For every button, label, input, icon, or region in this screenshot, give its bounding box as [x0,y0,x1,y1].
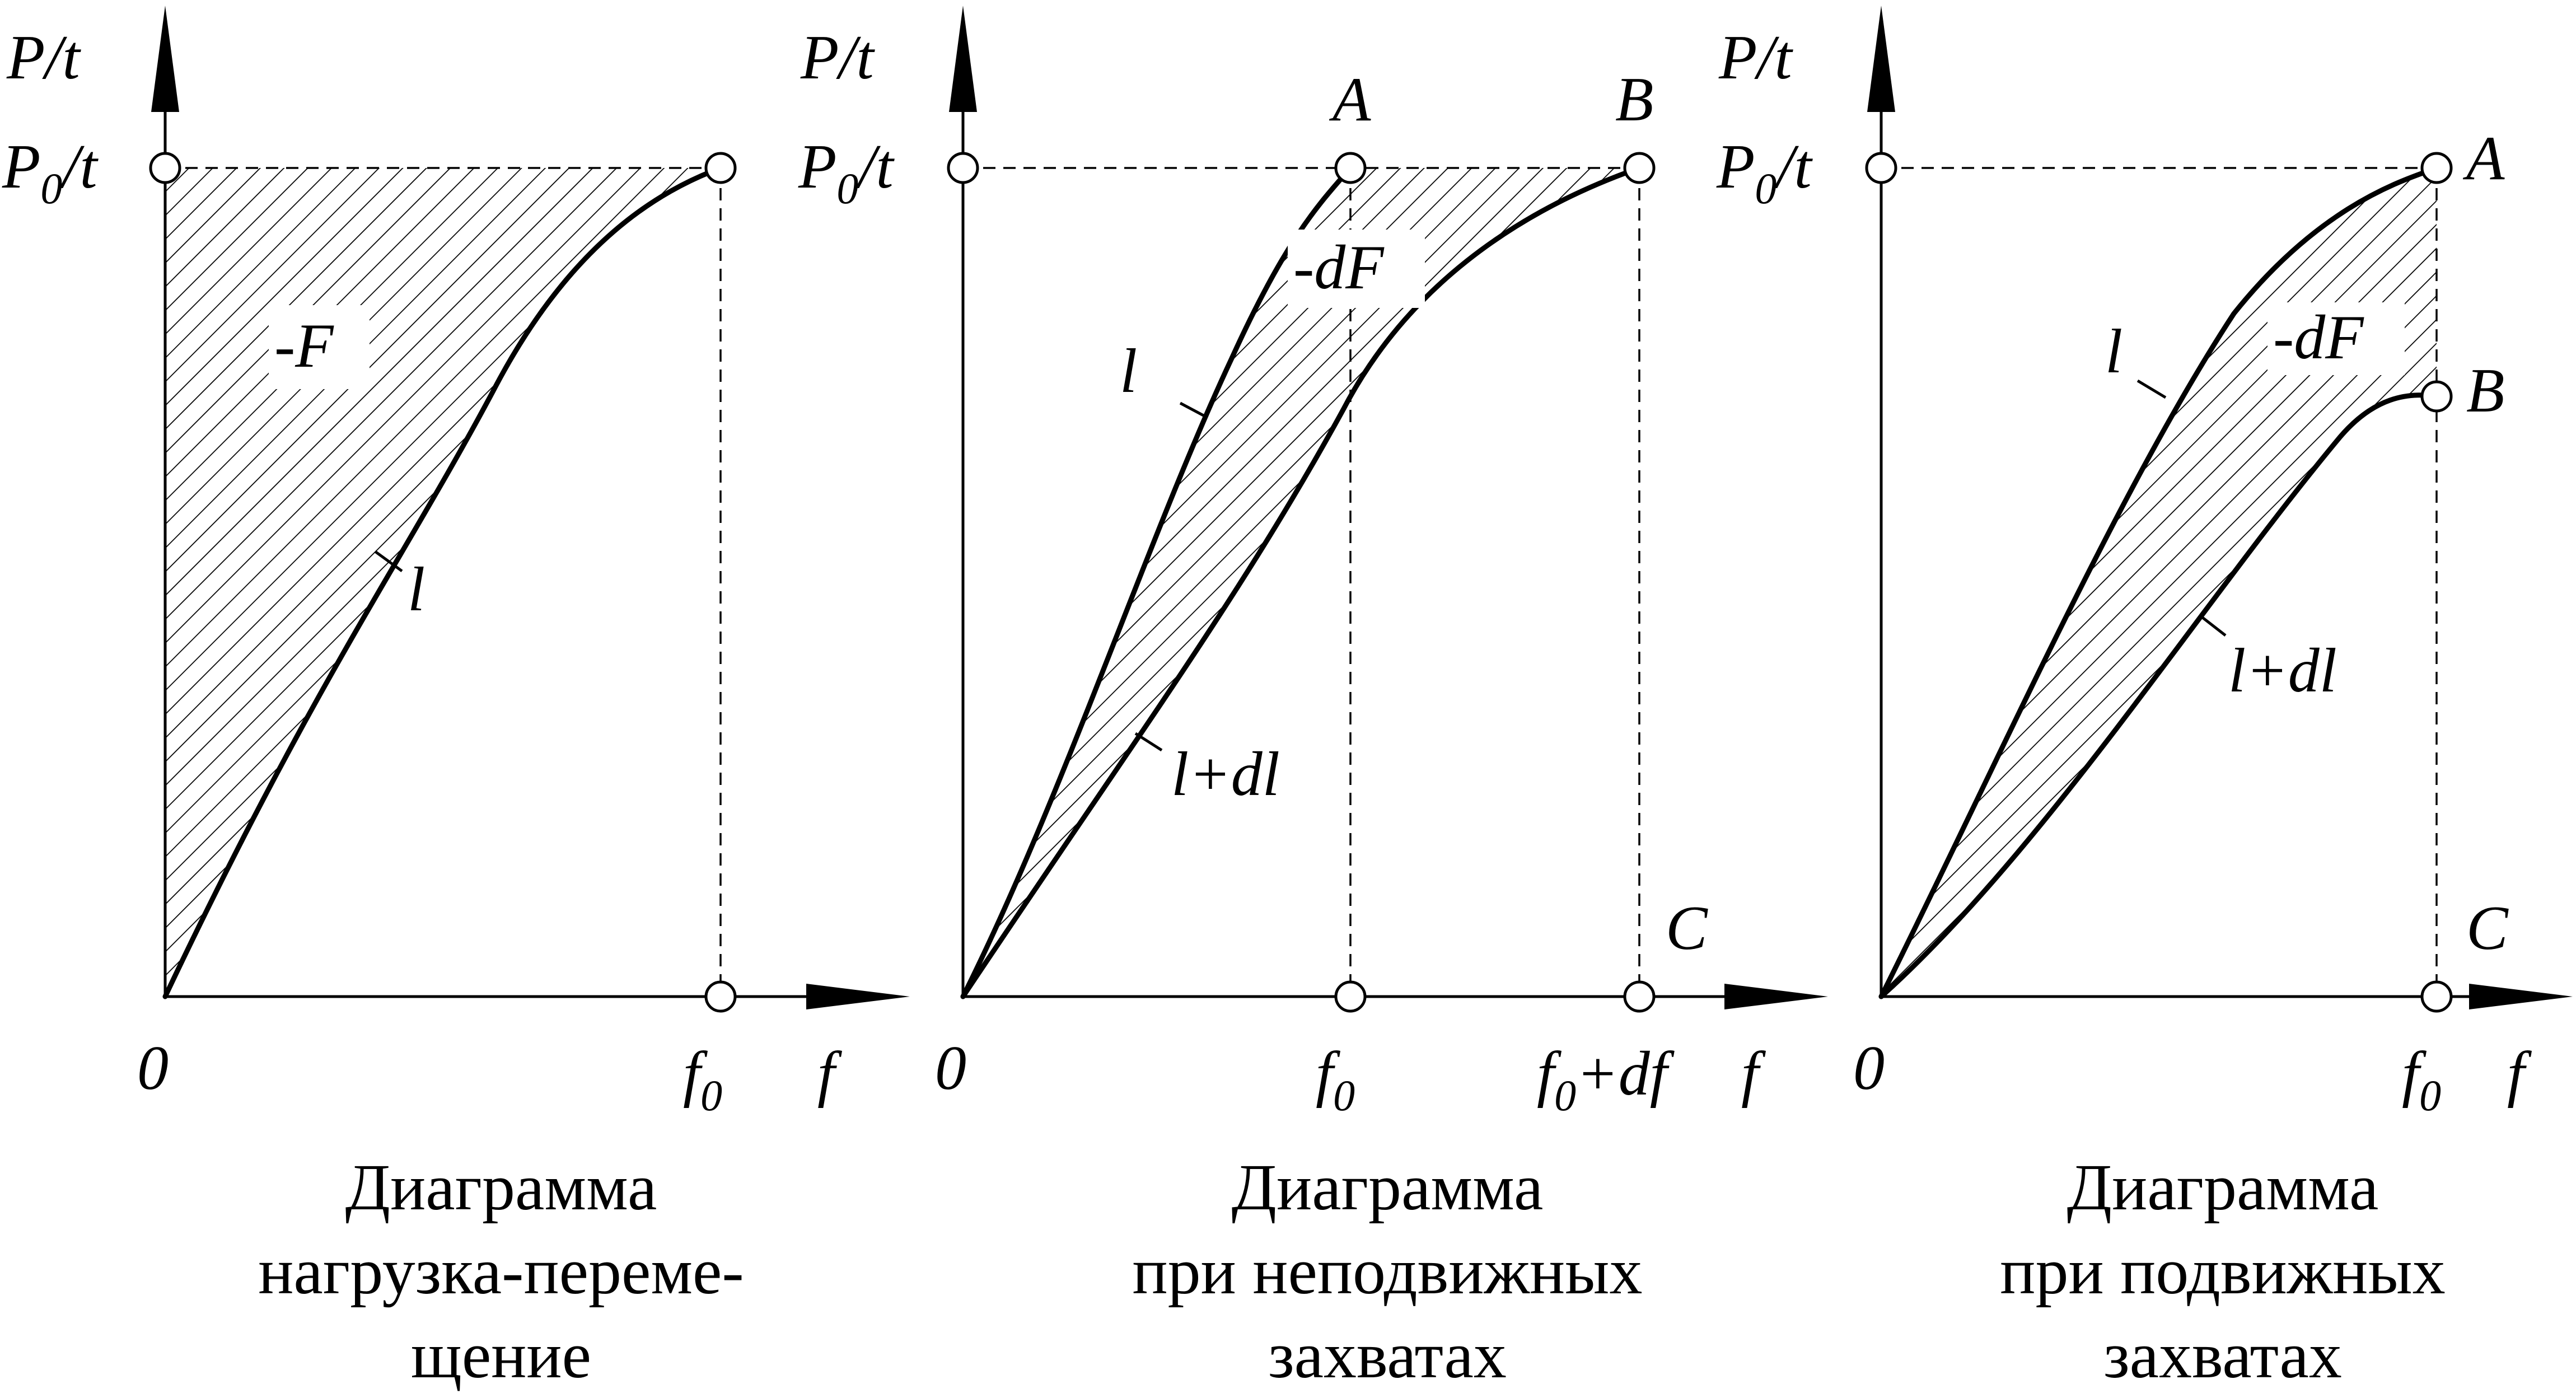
caption-line-1: Диаграмма [1232,1151,1544,1224]
x-axis-arrow [1724,984,1828,1009]
point-b-label: B [1615,65,1653,134]
curve-l-plus-dl-leader [1134,732,1163,752]
point-c [1623,980,1656,1013]
caption-line-3: захватах [1268,1318,1507,1392]
x-axis-label: f [2507,1039,2532,1109]
caption-line-1: Диаграмма [2067,1151,2379,1224]
curve-l-label: l [2105,317,2122,386]
y-axis-arrow [1867,6,1895,112]
curve-l-plus-dl [960,165,1642,999]
curve-l-plus-dl-leader [2199,615,2227,637]
curve-l-plus-dl-label: l+dl [1171,740,1280,809]
point-f0 [704,980,737,1013]
panel-load-displacement: P/t P0/t -F l 0 f0 f Диаграмма нагрузка-… [2,6,910,1392]
x-axis-arrow [2469,984,2573,1009]
point-p0 [149,152,181,184]
x-origin-label: 0 [1853,1034,1885,1103]
curve-l-plus-dl-label: l+dl [2228,636,2337,705]
area-label-minus-F: -F [274,311,334,381]
panel-fixed-grips: P/t P0/t A B C -dF l l+dl 0 f0 f0+df f Д… [798,6,1828,1392]
y-axis-arrow [151,6,179,112]
point-p0 [947,152,979,184]
point-c-label: C [1666,894,1708,963]
x-axis-label: f [817,1039,843,1109]
caption-line-2: при подвижных [2000,1235,2445,1308]
point-a-label: A [1329,65,1371,134]
y-axis-label: P/t [6,23,82,92]
panel-moving-grips: P/t P0/t A B C -dF l l+dl 0 f0 f Диаграм… [1716,6,2573,1392]
point-b-label: B [2466,356,2504,426]
point-a [2420,152,2453,184]
caption-line-2: при неподвижных [1133,1235,1643,1308]
point-p0 [1865,152,1897,184]
caption-line-1: Диаграмма [345,1151,657,1224]
x-axis-arrow [806,984,910,1009]
x-tick-f0-label: f0 [683,1039,722,1120]
curve-l [1878,165,2439,999]
curve-l-label: l [1120,336,1137,406]
y-axis-arrow [949,6,977,112]
point-c-label: C [2466,894,2509,963]
hatched-area-minus-F [165,168,721,997]
point-b [2420,380,2453,413]
curve-l-plus-dl [1878,392,2439,999]
hatched-area-minus-dF [963,168,1639,997]
y-axis-label: P/t [1718,23,1794,92]
x-tick-f0-label: f0 [2402,1039,2441,1120]
x-tick-f0-df-label: f0+df [1537,1039,1675,1120]
y-axis-label: P/t [800,23,876,92]
caption-line-3: щение [411,1318,591,1392]
point-a-label: A [2462,124,2505,193]
x-origin-label: 0 [935,1034,966,1103]
point-b [1623,152,1656,184]
caption-line-3: захватах [2103,1318,2342,1392]
y-tick-p0-label: P0/t [2,132,99,213]
curve-l-leader [374,550,403,573]
point-c [2420,980,2453,1013]
x-axis-label: f [1741,1039,1766,1109]
point-curve-end [704,152,737,184]
curve-l [162,165,723,999]
curve-l-leader [1179,401,1208,419]
x-tick-f0-label: f0 [1316,1039,1355,1120]
curve-l-label: l [408,555,425,624]
y-tick-p0-label: P0/t [1716,132,1813,213]
area-label-minus-dF: -dF [2273,303,2364,372]
x-origin-label: 0 [137,1034,169,1103]
curve-l-leader [2136,379,2167,399]
y-tick-p0-label: P0/t [798,132,895,213]
caption-line-2: нагрузка-переме- [258,1235,744,1308]
area-label-minus-dF: -dF [1293,233,1385,302]
point-a [1334,152,1367,184]
point-f0 [1334,980,1367,1013]
curve-l [960,165,1353,999]
hatched-area-minus-dF [1881,168,2437,997]
